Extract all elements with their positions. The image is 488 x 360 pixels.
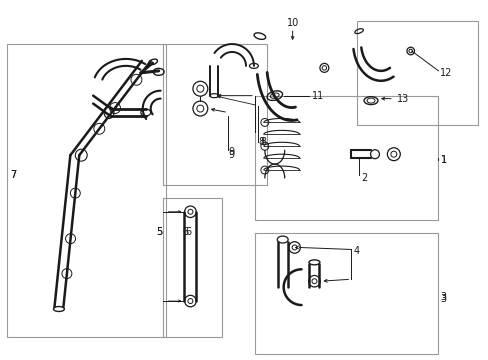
Text: 13: 13 xyxy=(396,94,408,104)
Text: 8: 8 xyxy=(259,137,265,147)
Text: 1: 1 xyxy=(440,155,446,165)
Text: 7: 7 xyxy=(10,170,16,180)
Text: 6: 6 xyxy=(182,226,188,237)
Text: 10: 10 xyxy=(286,18,298,28)
Text: 3: 3 xyxy=(440,292,446,302)
Text: 2: 2 xyxy=(360,173,366,183)
Bar xyxy=(254,233,438,354)
Bar xyxy=(254,96,438,220)
Text: 11: 11 xyxy=(311,91,323,101)
Text: 7: 7 xyxy=(10,170,16,180)
Text: 6: 6 xyxy=(185,226,191,237)
Bar xyxy=(163,44,266,185)
Bar xyxy=(356,21,477,125)
Text: 3: 3 xyxy=(440,294,446,304)
Text: 8: 8 xyxy=(257,137,264,147)
Text: 1: 1 xyxy=(440,155,446,165)
Text: 9: 9 xyxy=(228,147,234,157)
Text: 5: 5 xyxy=(155,226,162,237)
Text: 9: 9 xyxy=(228,150,234,160)
Bar xyxy=(163,198,222,337)
Bar xyxy=(7,44,165,337)
Text: 4: 4 xyxy=(352,247,359,256)
Text: 5: 5 xyxy=(155,226,162,237)
Text: 12: 12 xyxy=(439,68,451,78)
